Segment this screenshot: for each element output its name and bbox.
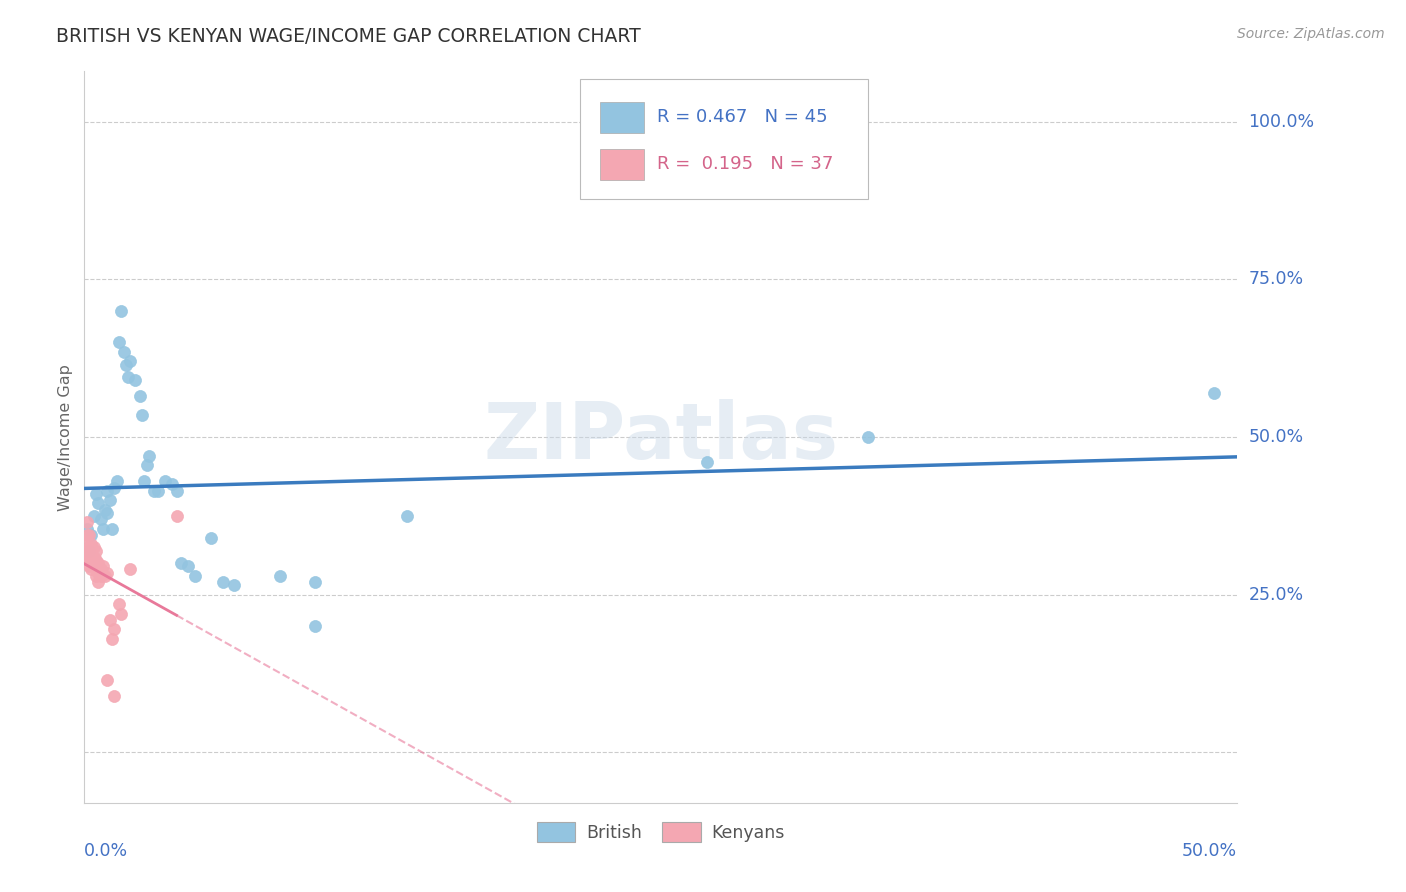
Point — [87, 496, 110, 510]
Point — [76, 547, 98, 561]
Point — [76, 537, 98, 551]
Point — [77, 528, 100, 542]
Point — [89, 562, 111, 576]
Text: 25.0%: 25.0% — [1249, 586, 1303, 604]
Point — [124, 373, 146, 387]
Point — [101, 521, 124, 535]
Point — [117, 370, 139, 384]
Point — [166, 508, 188, 523]
Point — [94, 569, 117, 583]
Point — [96, 483, 118, 498]
Point — [304, 619, 326, 633]
Point — [858, 430, 880, 444]
Point — [98, 613, 121, 627]
FancyBboxPatch shape — [581, 78, 869, 200]
Point — [83, 508, 105, 523]
Point — [177, 559, 200, 574]
Point — [76, 515, 98, 529]
Point — [76, 528, 98, 542]
Y-axis label: Wage/Income Gap: Wage/Income Gap — [58, 364, 73, 510]
Point — [131, 408, 153, 422]
Point — [76, 553, 98, 567]
Point — [696, 455, 718, 469]
Point — [160, 477, 183, 491]
Point — [94, 502, 117, 516]
Point — [101, 632, 124, 646]
Text: R = 0.467   N = 45: R = 0.467 N = 45 — [658, 109, 828, 127]
Point — [142, 483, 165, 498]
FancyBboxPatch shape — [600, 149, 644, 179]
Legend: British, Kenyans: British, Kenyans — [530, 815, 792, 849]
Point — [91, 559, 114, 574]
Text: BRITISH VS KENYAN WAGE/INCOME GAP CORRELATION CHART: BRITISH VS KENYAN WAGE/INCOME GAP CORREL… — [56, 27, 641, 45]
Text: 50.0%: 50.0% — [1249, 428, 1303, 446]
Point — [77, 549, 100, 564]
Point — [224, 578, 246, 592]
Point — [83, 559, 105, 574]
Point — [138, 449, 160, 463]
Point — [89, 569, 111, 583]
Point — [77, 543, 100, 558]
Point — [84, 543, 107, 558]
Point — [110, 304, 132, 318]
Point — [103, 689, 125, 703]
Point — [80, 553, 103, 567]
Point — [134, 474, 156, 488]
Point — [128, 389, 150, 403]
Point — [98, 493, 121, 508]
Point — [91, 521, 114, 535]
Point — [80, 537, 103, 551]
Point — [84, 487, 107, 501]
Point — [77, 559, 100, 574]
Point — [80, 547, 103, 561]
Point — [120, 354, 142, 368]
Point — [87, 566, 110, 580]
Point — [200, 531, 222, 545]
Point — [108, 597, 131, 611]
Text: 0.0%: 0.0% — [84, 842, 128, 860]
Point — [80, 562, 103, 576]
Text: Source: ZipAtlas.com: Source: ZipAtlas.com — [1237, 27, 1385, 41]
Point — [83, 541, 105, 555]
Point — [120, 562, 142, 576]
Point — [87, 556, 110, 570]
Point — [103, 481, 125, 495]
Point — [80, 528, 103, 542]
Text: 75.0%: 75.0% — [1249, 270, 1303, 288]
Point — [146, 483, 169, 498]
Point — [84, 553, 107, 567]
Point — [105, 474, 128, 488]
Point — [96, 673, 118, 687]
Point — [76, 521, 98, 535]
Point — [89, 512, 111, 526]
Point — [96, 506, 118, 520]
Point — [153, 474, 176, 488]
Point — [184, 569, 207, 583]
Point — [166, 483, 188, 498]
Point — [83, 549, 105, 564]
Point — [396, 508, 419, 523]
Text: R =  0.195   N = 37: R = 0.195 N = 37 — [658, 155, 834, 173]
Point — [1204, 386, 1226, 401]
Point — [304, 575, 326, 590]
Point — [87, 575, 110, 590]
Point — [108, 335, 131, 350]
FancyBboxPatch shape — [600, 102, 644, 133]
Point — [103, 623, 125, 637]
Point — [110, 607, 132, 621]
Point — [115, 358, 138, 372]
Point — [170, 556, 193, 570]
Point — [77, 543, 100, 558]
Point — [112, 345, 135, 359]
Point — [135, 458, 157, 473]
Text: 50.0%: 50.0% — [1182, 842, 1237, 860]
Point — [211, 575, 233, 590]
Text: 100.0%: 100.0% — [1249, 112, 1315, 131]
Point — [77, 541, 100, 555]
Text: ZIPatlas: ZIPatlas — [484, 399, 838, 475]
Point — [84, 569, 107, 583]
Point — [269, 569, 291, 583]
Point — [96, 566, 118, 580]
